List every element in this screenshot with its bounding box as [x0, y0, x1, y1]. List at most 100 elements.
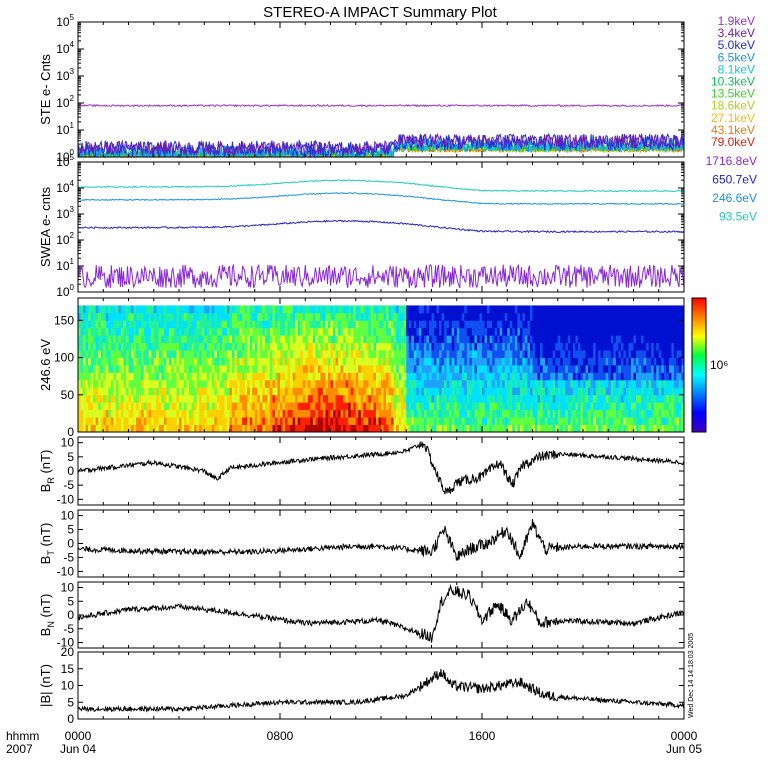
heatmap-cell — [512, 312, 516, 321]
heatmap-cell — [562, 320, 566, 329]
heatmap-cell — [398, 424, 402, 433]
heatmap-cell — [646, 372, 650, 381]
heatmap-cell — [545, 379, 549, 388]
heatmap-cell — [353, 350, 357, 358]
heatmap-cell — [161, 424, 165, 433]
heatmap-cell — [206, 417, 210, 425]
heatmap-cell — [615, 417, 619, 425]
heatmap-cell — [431, 409, 435, 418]
heatmap-cell — [355, 409, 359, 418]
heatmap-cell — [678, 342, 682, 351]
heatmap-cell — [350, 320, 354, 329]
heatmap-cell — [492, 394, 496, 403]
heatmap-cell — [78, 342, 81, 351]
heatmap-cell — [509, 365, 513, 373]
heatmap-cell — [454, 424, 458, 433]
series-line-650.7eV — [77, 219, 685, 234]
heatmap-cell — [388, 402, 392, 411]
heatmap-cell — [565, 342, 569, 351]
legend-246.6eV: 246.6eV — [712, 191, 757, 205]
heatmap-cell — [487, 417, 490, 425]
heatmap-cell — [285, 417, 288, 425]
heatmap-cell — [156, 402, 160, 411]
heatmap-cell — [522, 357, 526, 366]
heatmap-cell — [131, 357, 134, 366]
heatmap-cell — [78, 320, 81, 329]
heatmap-cell — [358, 312, 362, 321]
heatmap-cell — [514, 320, 518, 329]
heatmap-cell — [600, 409, 604, 418]
heatmap-cell — [492, 320, 496, 329]
heatmap-cell — [143, 305, 147, 314]
heatmap-cell — [353, 357, 357, 366]
heatmap-cell — [656, 342, 660, 351]
heatmap-cell — [406, 379, 410, 388]
heatmap-cell — [93, 409, 97, 418]
heatmap-cell — [327, 365, 331, 373]
heatmap-cell — [474, 350, 478, 358]
heatmap-cell — [148, 402, 152, 411]
heatmap-cell — [161, 417, 165, 425]
heatmap-cell — [206, 305, 210, 314]
heatmap-cell — [229, 335, 233, 344]
heatmap-cell — [105, 394, 109, 403]
heatmap-cell — [234, 379, 238, 388]
heatmap-cell — [184, 357, 187, 366]
heatmap-cell — [595, 387, 599, 396]
heatmap-cell — [274, 409, 278, 418]
heatmap-cell — [103, 372, 107, 381]
heatmap-cell — [446, 320, 450, 329]
heatmap-cell — [312, 387, 316, 396]
heatmap-cell — [325, 342, 329, 351]
heatmap-cell — [441, 335, 445, 344]
heatmap-cell — [229, 394, 233, 403]
heatmap-cell — [194, 379, 198, 388]
heatmap-cell — [123, 387, 127, 396]
heatmap-cell — [436, 387, 440, 396]
heatmap-cell — [613, 357, 617, 366]
heatmap-cell — [393, 402, 397, 411]
heatmap-cell — [345, 335, 349, 344]
heatmap-cell — [509, 327, 513, 336]
legend-43.1keV: 43.1keV — [711, 123, 755, 137]
heatmap-cell — [108, 417, 112, 425]
heatmap-cell — [120, 379, 124, 388]
heatmap-cell — [633, 424, 637, 433]
heatmap-cell — [105, 387, 109, 396]
heatmap-cell — [93, 305, 97, 314]
heatmap-cell — [146, 357, 150, 366]
heatmap-cell — [673, 335, 677, 344]
heatmap-cell — [532, 342, 536, 351]
heatmap-cell — [383, 379, 387, 388]
heatmap-cell — [350, 379, 354, 388]
heatmap-cell — [173, 365, 177, 373]
heatmap-cell — [113, 350, 117, 358]
heatmap-cell — [618, 424, 622, 433]
heatmap-cell — [562, 379, 566, 388]
heatmap-cell — [636, 342, 639, 351]
heatmap-cell — [103, 342, 107, 351]
heatmap-cell — [459, 305, 463, 314]
heatmap-cell — [373, 342, 377, 351]
heatmap-cell — [593, 402, 597, 411]
heatmap-cell — [131, 417, 134, 425]
heatmap-cell — [355, 402, 359, 411]
heatmap-cell — [153, 379, 157, 388]
heatmap-cell — [345, 372, 349, 381]
heatmap-cell — [302, 365, 306, 373]
heatmap-cell — [565, 417, 569, 425]
heatmap-cell — [598, 417, 602, 425]
heatmap-cell — [540, 342, 543, 351]
heatmap-cell — [168, 335, 172, 344]
heatmap-cell — [375, 342, 379, 351]
heatmap-cell — [487, 350, 490, 358]
heatmap-cell — [221, 312, 225, 321]
heatmap-cell — [297, 335, 301, 344]
heatmap-cell — [232, 357, 235, 366]
heatmap-cell — [115, 387, 119, 396]
heatmap-cell — [88, 409, 92, 418]
heatmap-cell — [204, 409, 208, 418]
heatmap-cell — [567, 312, 571, 321]
heatmap-cell — [547, 424, 551, 433]
heatmap-cell — [471, 312, 475, 321]
